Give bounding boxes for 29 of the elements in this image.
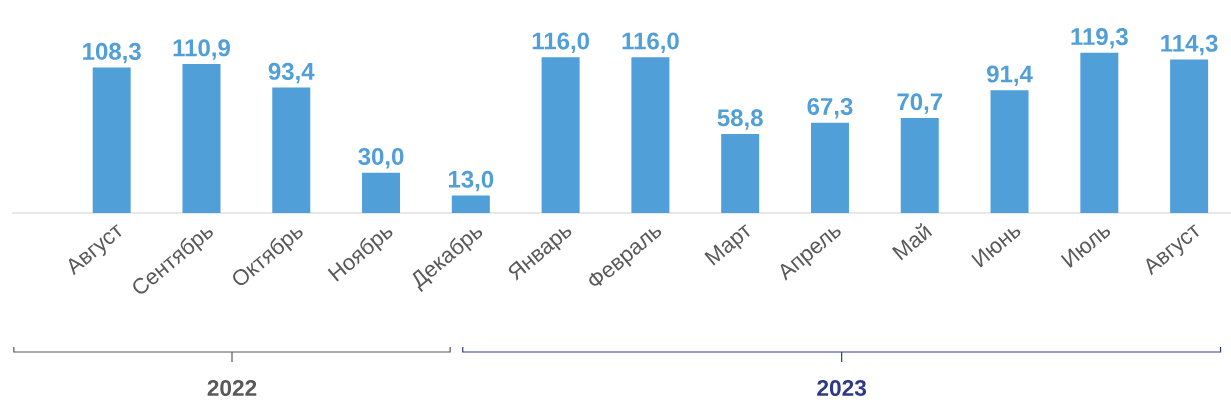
data-label: 114,3 — [1161, 34, 1218, 56]
bar — [990, 90, 1029, 213]
data-label: 13,0 — [448, 170, 494, 192]
bar — [272, 87, 311, 213]
bar — [92, 67, 131, 213]
bar — [1170, 59, 1209, 213]
data-label: 58,8 — [717, 109, 763, 130]
bar — [810, 122, 849, 213]
x-tick-label: Май — [891, 222, 933, 261]
bar — [182, 64, 221, 213]
data-label: 116,0 — [622, 32, 679, 54]
bar — [900, 118, 939, 213]
bar — [631, 57, 670, 213]
bar — [1080, 52, 1119, 213]
data-label: 67,3 — [807, 97, 853, 119]
data-label: 108,3 — [83, 42, 141, 64]
bar — [721, 134, 760, 213]
bar — [362, 172, 401, 213]
data-label: 119,3 — [1071, 28, 1128, 49]
data-label: 91,4 — [987, 65, 1033, 87]
bar — [541, 57, 580, 213]
text: 2022 — [207, 379, 257, 397]
data-label: 30,0 — [358, 147, 404, 169]
data-label: 93,4 — [268, 62, 315, 84]
text: 2023 — [817, 379, 867, 397]
data-label: 110,9 — [173, 39, 230, 60]
bar — [451, 195, 490, 213]
data-label: 70,7 — [897, 93, 943, 114]
data-label: 116,0 — [532, 32, 589, 54]
